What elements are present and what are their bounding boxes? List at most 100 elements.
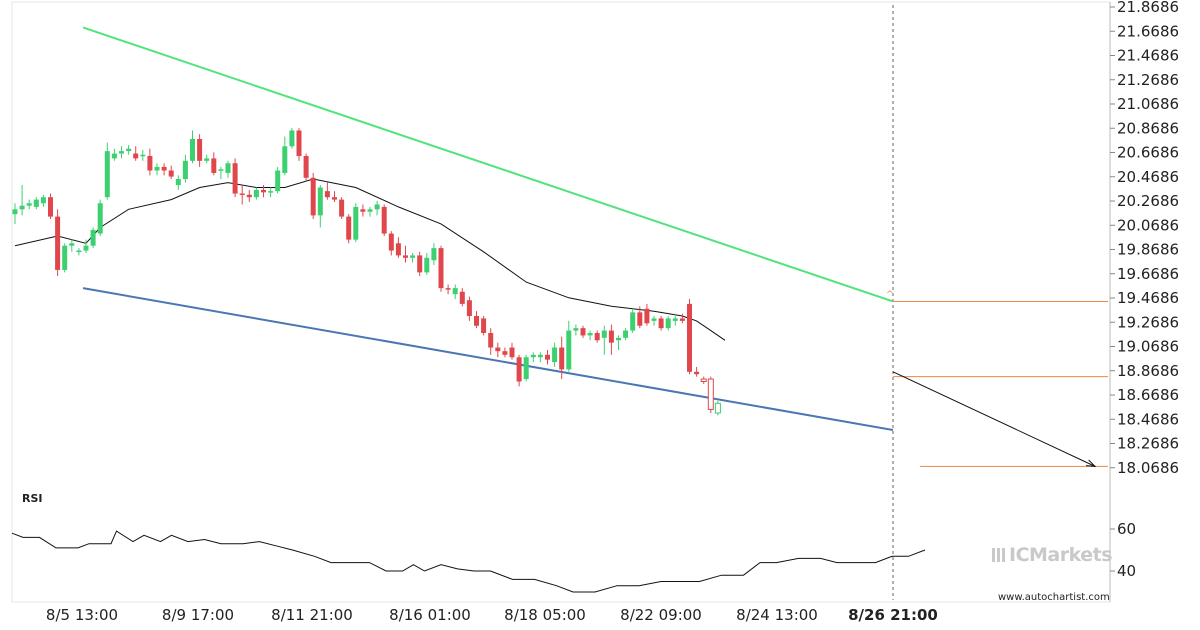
x-tick-label: 8/22 09:00 [620, 606, 702, 624]
candle-body [537, 354, 543, 358]
y-tick-label: 20.6686 [1117, 144, 1179, 162]
candle-body [346, 216, 352, 240]
candle-body [119, 151, 124, 154]
y-tick-label: 18.6686 [1117, 386, 1179, 404]
y-tick-label: 21.8686 [1117, 0, 1179, 16]
logo-bars-icon [992, 548, 1006, 562]
candle-body [502, 351, 508, 355]
candle-body [516, 357, 522, 382]
candle-body [587, 332, 593, 336]
x-tick-label: 8/24 13:00 [736, 606, 818, 624]
candle-body [104, 151, 110, 198]
candle-body [97, 203, 103, 234]
moving-average-line [14, 178, 726, 341]
candle-body [268, 191, 274, 193]
candle-body [637, 312, 643, 326]
y-tick-label: 21.2686 [1117, 71, 1179, 89]
y-tick-label: 21.0686 [1117, 95, 1179, 113]
watermark: www.autochartist.com [998, 592, 1110, 603]
y-tick-label: 20.8686 [1117, 119, 1179, 137]
candle-body [580, 328, 586, 336]
rsi-line [11, 530, 926, 593]
candle-body [62, 245, 68, 270]
rsi-label: RSI [22, 492, 43, 505]
candle-body [211, 158, 217, 173]
candle-body [190, 138, 195, 161]
candle-body [388, 233, 394, 251]
candle-body [623, 330, 629, 338]
candle-body [140, 154, 146, 157]
candle-body [168, 170, 174, 177]
x-tick-label: 8/5 13:00 [46, 606, 118, 624]
candle-body [261, 189, 266, 193]
upper-trend-line [82, 26, 894, 303]
candle-body [26, 203, 32, 206]
x-tick-label: 8/18 05:00 [504, 606, 586, 624]
candle-body [360, 209, 366, 212]
candle-body [481, 318, 487, 333]
candle-body [474, 316, 479, 326]
candle-body [310, 177, 316, 216]
candle-body [126, 148, 132, 152]
y-tick-label: 21.6686 [1117, 22, 1179, 40]
candle-body [459, 291, 465, 304]
candle-body [466, 300, 472, 317]
candle-body [225, 163, 231, 173]
candle-body [204, 158, 210, 161]
forecast-arrow-head [1085, 459, 1097, 467]
candle-body [55, 216, 61, 270]
candle-body [687, 303, 692, 372]
candle-body [367, 209, 373, 212]
candle-body [424, 257, 430, 273]
candle-body [417, 255, 423, 273]
candle-body [707, 378, 714, 410]
candle-body [33, 199, 39, 207]
y-tick-label: 18.4686 [1117, 410, 1179, 428]
candle-body [90, 229, 96, 246]
candle-body [218, 169, 224, 171]
candle-body [111, 153, 117, 159]
y-tick-label: 19.8686 [1117, 241, 1179, 259]
candle-body [452, 288, 458, 295]
candle-body [317, 187, 323, 216]
candle-body [19, 205, 25, 210]
breakout-marker: ^ [886, 290, 894, 300]
y-tick-label: 19.0686 [1117, 338, 1179, 356]
candle-body [573, 328, 579, 331]
candle-body [289, 130, 295, 147]
candle-body [175, 179, 181, 186]
candle-body [303, 155, 309, 178]
candle-body [530, 354, 536, 358]
candle-body [509, 347, 515, 358]
candle-body [672, 318, 678, 321]
x-tick-label: 8/16 01:00 [389, 606, 471, 624]
lower-trend-line [82, 287, 894, 431]
candle-body [69, 243, 75, 246]
candle-body [559, 347, 565, 370]
candle-body [246, 194, 252, 198]
candle-body [431, 248, 437, 261]
candle-body [545, 354, 550, 360]
candle-body [395, 243, 401, 256]
candle-body [403, 255, 408, 258]
candle-body [488, 332, 494, 348]
candle-body [714, 402, 721, 414]
candle-body [324, 191, 330, 198]
rsi-tick-label: 60 [1117, 520, 1136, 538]
candle-body [83, 245, 89, 251]
y-tick-label: 19.2686 [1117, 313, 1179, 331]
candle-body [679, 318, 685, 321]
forecast-arrow-line [892, 371, 1096, 467]
candle-body [147, 155, 153, 171]
candle-body [523, 357, 529, 380]
y-tick-label: 18.2686 [1117, 435, 1179, 453]
candle-body [154, 166, 160, 171]
candle-body [332, 197, 337, 200]
x-tick-label: 8/11 21:00 [271, 606, 353, 624]
candle-body [296, 130, 302, 156]
y-tick-label: 20.2686 [1117, 192, 1179, 210]
candle-body [594, 332, 600, 341]
candle-body [161, 166, 167, 171]
broker-name: ICMarkets [1009, 544, 1113, 566]
